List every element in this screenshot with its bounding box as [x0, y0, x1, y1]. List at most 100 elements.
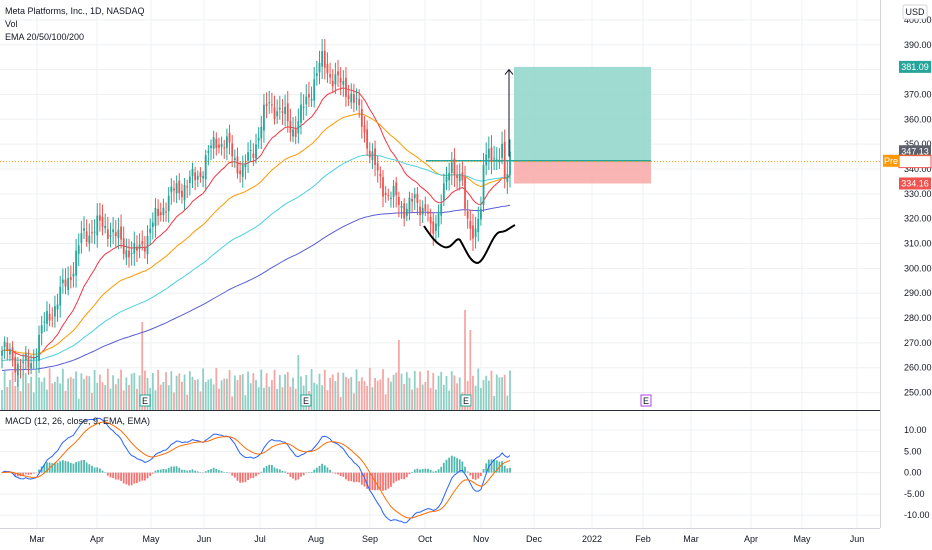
candle-body	[305, 96, 308, 105]
candle-body	[218, 144, 220, 148]
candle-body	[75, 250, 77, 276]
candle-body	[360, 108, 363, 127]
volume-bar	[16, 373, 19, 410]
candle-body	[315, 73, 318, 76]
earnings-marker[interactable]: E	[139, 394, 151, 407]
candle-body	[384, 192, 387, 196]
candle-body	[495, 159, 498, 161]
volume-bar	[321, 385, 324, 410]
candle-body	[138, 244, 141, 250]
macd-histogram-bar	[453, 456, 456, 473]
macd-histogram-bar	[297, 472, 300, 480]
macd-histogram-bar	[114, 472, 117, 480]
macd-histogram-bar	[429, 469, 432, 473]
candle-body	[162, 207, 165, 216]
candle-body	[477, 218, 480, 233]
currency-button[interactable]	[902, 4, 928, 20]
macd-y-tick: 5.00	[904, 446, 922, 456]
volume-bar	[3, 371, 6, 410]
macd-histogram-bar	[101, 470, 104, 473]
macd-histogram-bar	[329, 469, 331, 473]
volume-bar	[366, 385, 369, 410]
candle-body	[249, 150, 252, 152]
volume-bar	[159, 384, 162, 410]
ema-100-line	[1, 154, 511, 362]
x-tick-label: Jun	[197, 534, 212, 544]
macd-histogram-bar	[59, 461, 62, 473]
volume-bar	[141, 322, 144, 410]
macd-histogram-bar	[51, 463, 54, 473]
volume-bar	[188, 371, 191, 410]
candle-body	[260, 126, 263, 139]
macd-histogram-bar	[432, 471, 435, 473]
macd-histogram-bar	[490, 459, 493, 473]
volume-bar	[479, 387, 482, 410]
signal-line	[1, 421, 511, 519]
volume-bar	[59, 383, 62, 410]
candle-body	[292, 129, 294, 137]
risk-reward-zones[interactable]	[0, 66, 880, 184]
macd-histogram-bar	[397, 472, 400, 481]
candle-body	[207, 150, 210, 153]
earnings-marker[interactable]: E	[300, 394, 312, 407]
macd-histogram-bar	[186, 470, 189, 473]
volume-bar	[220, 380, 223, 410]
volume-bar	[236, 380, 239, 410]
volume-bar	[334, 380, 337, 410]
candlesticks[interactable]	[1, 38, 511, 387]
volume-bar	[257, 387, 260, 410]
macd-histogram-bar	[210, 468, 212, 473]
candle-body	[278, 107, 281, 110]
macd-histogram-bar	[194, 470, 197, 473]
volume-bar	[255, 379, 257, 410]
volume-bar	[77, 398, 80, 410]
macd-histogram-bar	[273, 467, 276, 473]
earnings-marker[interactable]: E	[460, 394, 472, 407]
candle-body	[474, 228, 477, 237]
volume-bar	[9, 379, 11, 410]
target-zone	[514, 66, 651, 161]
volume-bar	[292, 377, 294, 410]
earnings-marker[interactable]: E	[640, 394, 652, 407]
volume-bar	[125, 377, 128, 410]
price-label-text: 347.13	[901, 146, 929, 156]
macd-label: MACD (12, 26, close, 9, EMA, EMA)	[5, 416, 150, 426]
candle-body	[427, 212, 429, 214]
volume-bar	[352, 393, 355, 410]
candle-body	[183, 184, 186, 201]
macd-histogram-bar	[427, 468, 429, 473]
volume-bar	[387, 377, 390, 410]
macd-histogram-bar	[456, 458, 458, 473]
macd-histogram-bar	[175, 466, 178, 473]
candle-body	[157, 208, 160, 216]
macd-histogram-bar	[294, 472, 297, 481]
volume-bar	[472, 375, 474, 410]
candle-body	[85, 231, 88, 242]
macd-histogram-bar	[315, 467, 318, 473]
volume-bar	[175, 375, 178, 410]
candle-body	[400, 206, 403, 208]
volume-bar	[464, 310, 466, 410]
candle-body	[88, 235, 91, 244]
volume-bar	[363, 381, 366, 410]
macd-histogram-bar	[506, 468, 509, 473]
candle-body	[397, 197, 400, 205]
candle-body	[421, 207, 424, 215]
macd-histogram-bar	[98, 468, 101, 473]
x-tick-label: Apr	[90, 534, 104, 544]
candle-body	[173, 188, 175, 191]
volume-bar	[506, 395, 509, 410]
volume-bar	[130, 373, 133, 410]
candle-body	[347, 95, 350, 99]
candle-body	[321, 51, 324, 67]
volume-bar	[413, 371, 416, 410]
volume-bar	[106, 368, 109, 410]
volume-bar	[24, 373, 27, 410]
volume-bar	[339, 397, 342, 410]
volume-bar	[162, 381, 165, 410]
volume-bar	[286, 372, 289, 410]
volume-bar	[43, 377, 46, 410]
macd-histogram-bar	[265, 465, 268, 473]
